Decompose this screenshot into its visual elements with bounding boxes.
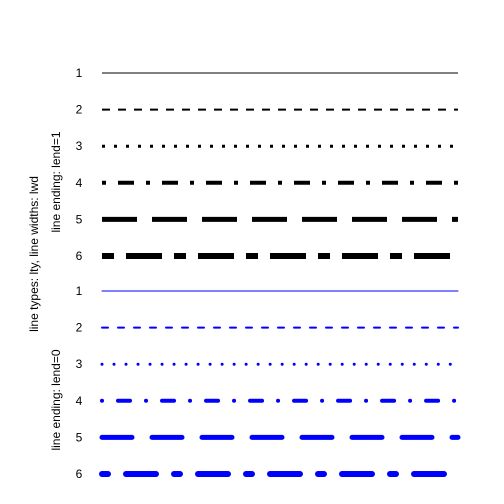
line-label: 2 <box>76 103 83 117</box>
line-label: 1 <box>76 66 83 80</box>
line-label: 6 <box>76 467 83 481</box>
line-label: 4 <box>76 394 83 408</box>
line-label: 1 <box>76 284 83 298</box>
line-label: 6 <box>76 249 83 263</box>
line-label: 3 <box>76 357 83 371</box>
lines-layer: 1 2 3 4 5 6 1 2 3 4 5 6 <box>76 66 461 481</box>
line-label: 3 <box>76 139 83 153</box>
group-label-lend0: line ending: lend=0 <box>49 349 63 450</box>
line-label: 5 <box>76 212 83 226</box>
line-label: 5 <box>76 430 83 444</box>
line-label: 4 <box>76 176 83 190</box>
y-axis-label: line types: lty, line widths: lwd <box>27 176 41 332</box>
line-label: 2 <box>76 321 83 335</box>
group-label-lend1: line ending: lend=1 <box>49 131 63 232</box>
